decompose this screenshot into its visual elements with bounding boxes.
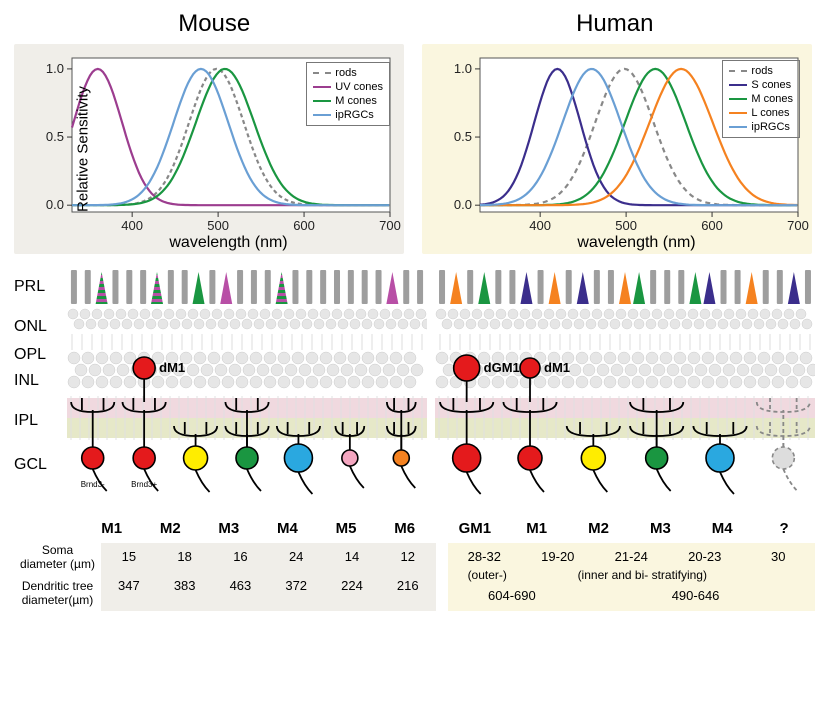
svg-text:dM1: dM1: [160, 360, 186, 375]
svg-text:600: 600: [293, 218, 315, 233]
layer-PRL: PRL: [14, 278, 67, 318]
svg-text:400: 400: [121, 218, 143, 233]
svg-text:0.5: 0.5: [46, 129, 64, 144]
celltype-labels-mouse: M1M2M3M4M5M6: [82, 520, 434, 537]
layer-IPL: IPL: [14, 412, 67, 456]
layer-OPL: OPL: [14, 346, 67, 372]
ylabel: Relative Sensitivity: [74, 86, 91, 212]
svg-text:500: 500: [207, 218, 229, 233]
title-mouse: Mouse: [14, 10, 415, 38]
svg-text:Brnd3-: Brnd3-: [81, 480, 105, 489]
table-mouse: 151816241412 347383463372224216: [101, 543, 436, 611]
svg-text:500: 500: [615, 218, 637, 233]
svg-text:dGM1: dGM1: [484, 360, 520, 375]
layer-ONL: ONL: [14, 318, 67, 346]
celltype-labels-human: GM1M1M2M3M4?: [444, 520, 815, 537]
svg-text:Brnd3+: Brnd3+: [132, 480, 158, 489]
chart-mouse: 400 500 600 700 0.0 0.5 1.0 Relative Sensitivi…: [14, 44, 404, 254]
svg-text:0.5: 0.5: [454, 129, 472, 144]
legend-mouse: rodsUV conesM conesipRGCs: [306, 62, 390, 126]
svg-text:1.0: 1.0: [454, 61, 472, 76]
layer-labels: PRLONLOPLINLIPLGCL: [14, 266, 67, 516]
xlabel: wavelength (nm): [169, 234, 287, 252]
legend-human: rodsS conesM conesL conesipRGCs: [722, 60, 800, 138]
svg-text:600: 600: [701, 218, 723, 233]
layer-INL: INL: [14, 372, 67, 412]
layer-GCL: GCL: [14, 456, 67, 486]
xlabel: wavelength (nm): [577, 234, 695, 252]
title-human: Human: [415, 10, 816, 38]
diagram-mouse: Brnd3- dM1 Brnd3+: [67, 266, 427, 516]
svg-text:1.0: 1.0: [46, 61, 64, 76]
svg-text:dM1: dM1: [544, 360, 570, 375]
chart-human: 400 500 600 700 0.0 0.5 1.0 wavelength (nm) ro…: [422, 44, 812, 254]
svg-text:700: 700: [787, 218, 809, 233]
svg-text:0.0: 0.0: [46, 197, 64, 212]
table-human: 28-3219-2021-2420-2330 (outer-) (inner a…: [448, 543, 815, 611]
diagram-human: dGM1 dM1: [435, 266, 815, 516]
svg-text:700: 700: [379, 218, 401, 233]
table-row-labels: Somadiameter (µm) Dendritic treediameter…: [14, 543, 101, 611]
svg-text:0.0: 0.0: [454, 197, 472, 212]
svg-text:400: 400: [529, 218, 551, 233]
